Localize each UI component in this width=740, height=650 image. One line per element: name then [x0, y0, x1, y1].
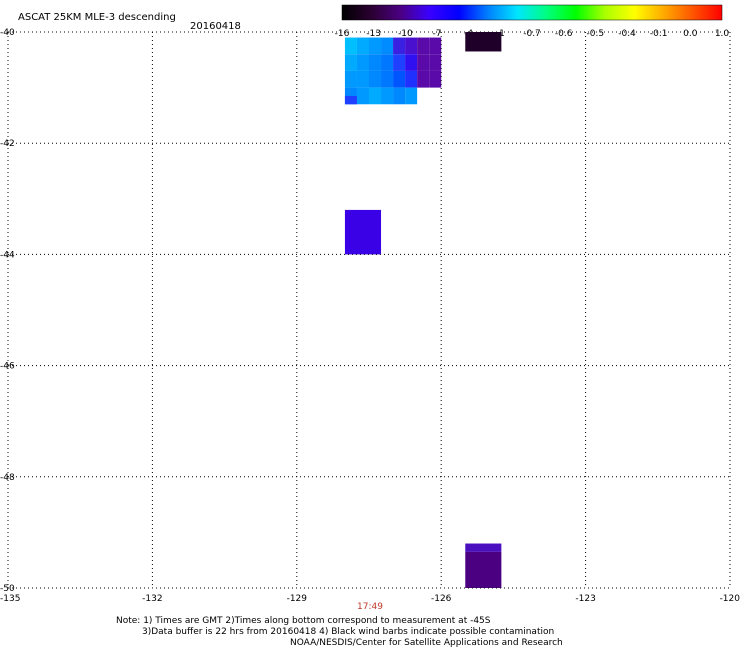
data-cell-18 [369, 70, 382, 88]
colorbar-label-7: -0.6 [555, 29, 573, 39]
data-cell-34 [465, 551, 502, 588]
note-line-1: Note: 1) Times are GMT 2)Times along bot… [116, 616, 491, 626]
x-tick-label-5: -120 [720, 594, 740, 604]
y-tick-label-1: -42 [0, 139, 15, 149]
data-cell-0 [344, 37, 357, 55]
data-cell-17 [356, 70, 369, 88]
colorbar-label-9: -0.4 [618, 29, 636, 39]
tick-labels: -135 -132 -129 -126 -123 -120 -40 -42 -44 -46 -48 -… [0, 28, 740, 604]
data-cells [344, 32, 502, 588]
y-tick-label-2: -44 [0, 250, 15, 260]
colorbar: -16-13-10-7-4-1-0.7-0.6-0.5-0.4-0.10.01.… [335, 4, 730, 39]
note-line-3: NOAA/NESDIS/Center for Satellite Applica… [290, 638, 563, 648]
data-cell-32 [344, 209, 382, 255]
data-cell-22 [417, 70, 430, 88]
data-cell-21 [405, 70, 418, 88]
data-cell-8 [344, 54, 357, 71]
colorbar-label-6: -0.7 [523, 29, 541, 39]
data-cell-27 [381, 87, 394, 105]
colorbar-label-11: 0.0 [683, 29, 698, 39]
data-cell-6 [417, 37, 430, 55]
data-cell-20 [393, 70, 406, 88]
data-cell-13 [405, 54, 418, 71]
y-tick-label-3: -46 [0, 362, 15, 372]
data-cell-16 [344, 70, 357, 88]
data-cell-11 [381, 54, 394, 71]
data-cell-25 [356, 87, 369, 105]
y-tick-label-0: -40 [0, 28, 15, 38]
colorbar-label-12: 1.0 [715, 29, 730, 39]
data-cell-15 [429, 54, 442, 71]
y-tick-label-5: -50 [0, 584, 15, 594]
data-cell-2 [369, 37, 382, 55]
data-cell-19 [381, 70, 394, 88]
colorbar-gradient [341, 4, 723, 21]
data-cell-29 [405, 87, 418, 105]
colorbar-label-2: -10 [398, 29, 413, 39]
data-cell-26 [369, 87, 382, 105]
chart-date: 20160418 [190, 21, 241, 32]
x-tick-label-2: -129 [287, 594, 308, 604]
colorbar-label-1: -13 [366, 29, 381, 39]
colorbar-label-3: -7 [433, 29, 442, 39]
data-cell-31 [465, 32, 502, 52]
data-cell-5 [405, 37, 418, 55]
colorbar-label-0: -16 [335, 29, 350, 39]
data-cell-10 [369, 54, 382, 71]
colorbar-label-8: -0.5 [587, 29, 605, 39]
x-tick-label-0: -135 [0, 594, 20, 604]
data-cell-28 [393, 87, 406, 105]
data-cell-33 [465, 543, 502, 552]
x-tick-label-3: -126 [431, 594, 452, 604]
colorbar-label-10: -0.1 [650, 29, 668, 39]
data-cell-7 [429, 37, 442, 55]
time-label: 17:49 [357, 602, 383, 612]
data-cell-14 [417, 54, 430, 71]
chart-title: ASCAT 25KM MLE-3 descending [18, 12, 176, 23]
data-cell-3 [381, 37, 394, 55]
grid-lines [7, 31, 731, 589]
data-cell-4 [393, 37, 406, 55]
y-tick-label-4: -48 [0, 473, 15, 483]
x-tick-label-1: -132 [142, 594, 162, 604]
x-tick-label-4: -123 [575, 594, 595, 604]
data-cell-1 [356, 37, 369, 55]
data-cell-23 [429, 70, 442, 88]
data-cell-12 [393, 54, 406, 71]
data-cell-9 [356, 54, 369, 71]
note-line-2: 3)Data buffer is 22 hrs from 20160418 4)… [142, 627, 555, 637]
data-cell-30 [344, 95, 357, 105]
